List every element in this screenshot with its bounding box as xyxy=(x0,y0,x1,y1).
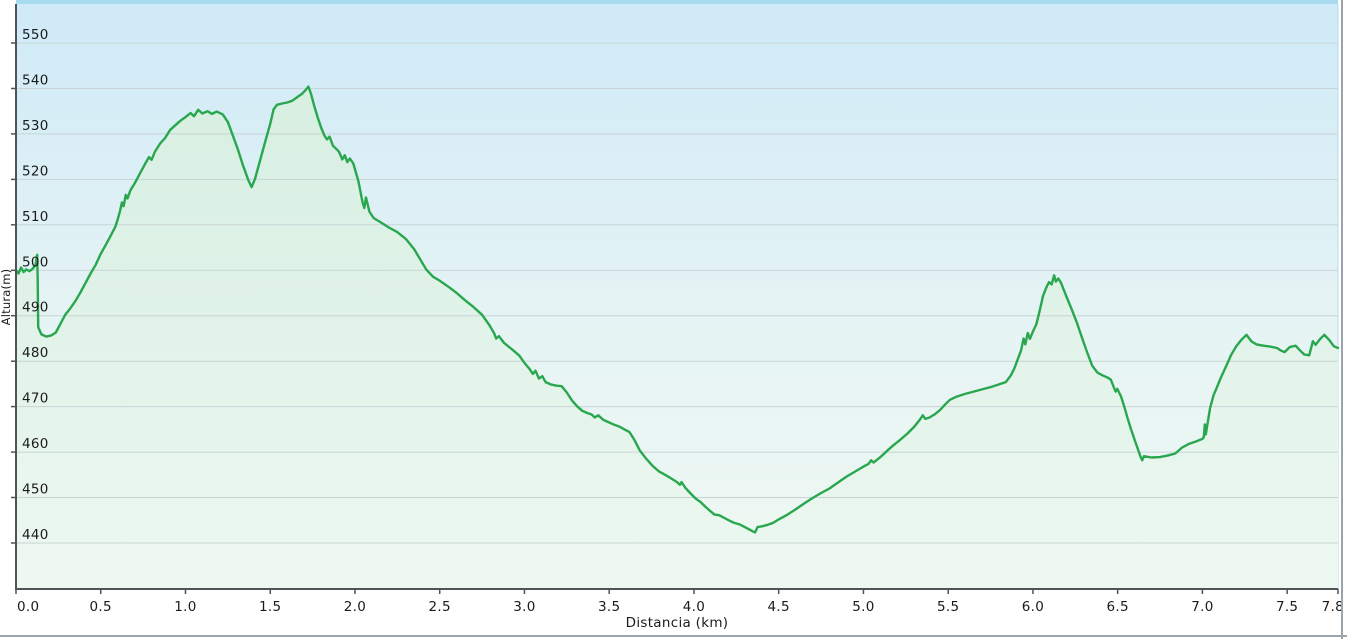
y-tick-label: 530 xyxy=(22,118,49,134)
elevation-area-fill xyxy=(16,86,1338,589)
y-tick-label: 470 xyxy=(22,391,49,407)
x-tick-label: 6.0 xyxy=(1022,599,1044,615)
y-tick-label: 500 xyxy=(22,254,49,270)
y-tick-label: 550 xyxy=(22,27,49,43)
x-tick-label: 6.5 xyxy=(1106,599,1128,615)
x-tick-label: 3.5 xyxy=(598,599,620,615)
x-tick-label: 1.0 xyxy=(174,599,196,615)
x-tick-label: 1.5 xyxy=(259,599,281,615)
y-tick-label: 510 xyxy=(22,209,49,225)
y-tick-label: 440 xyxy=(22,527,49,543)
panel-right-border xyxy=(1341,0,1343,639)
y-tick-label: 540 xyxy=(22,72,49,88)
x-tick-label: 7.5 xyxy=(1276,599,1298,615)
x-tick-label: 2.0 xyxy=(344,599,366,615)
x-tick-label: 0.5 xyxy=(90,599,112,615)
y-tick-label: 460 xyxy=(22,436,49,452)
x-tick-label: 0.0 xyxy=(17,599,39,615)
y-tick-label: 520 xyxy=(22,163,49,179)
plot-top-border xyxy=(16,0,1338,4)
x-tick-label: 5.5 xyxy=(937,599,959,615)
x-tick-label: 2.5 xyxy=(429,599,451,615)
x-tick-label: 4.5 xyxy=(768,599,790,615)
x-tick-label: 3.0 xyxy=(513,599,535,615)
x-tick-label: 5.0 xyxy=(852,599,874,615)
y-tick-label: 480 xyxy=(22,345,49,361)
x-axis-title: Distancia (km) xyxy=(626,615,729,631)
y-axis-title: Altura(m) xyxy=(0,269,13,326)
panel-bottom-divider xyxy=(0,635,1347,637)
y-tick-label: 490 xyxy=(22,300,49,316)
y-tick-label: 450 xyxy=(22,482,49,498)
elevation-line xyxy=(14,85,1340,534)
x-tick-label: 7.0 xyxy=(1191,599,1213,615)
x-tick-label: 7.8 xyxy=(1322,599,1344,615)
x-tick-label: 4.0 xyxy=(683,599,705,615)
